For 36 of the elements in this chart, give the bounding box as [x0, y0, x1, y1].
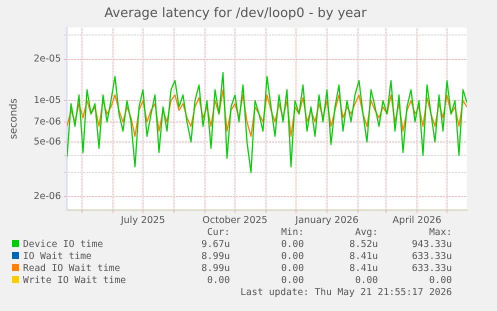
text: 8.99u — [200, 250, 231, 262]
text: 0.00 — [280, 274, 305, 286]
x-tick-label: April 2026 — [392, 215, 442, 226]
y-tick-label: 1e-05 — [34, 95, 61, 106]
text: 633.33u — [410, 250, 453, 262]
text: Avg: — [354, 226, 379, 238]
text: 0.00 — [354, 274, 379, 286]
text: Cur: — [206, 226, 231, 238]
x-tick-label: January 2026 — [294, 215, 359, 226]
text: 0.00 — [280, 250, 305, 262]
text: 9.67u — [200, 238, 231, 250]
text: 633.33u — [410, 262, 453, 274]
text: 0.00 — [280, 262, 305, 274]
text: 8.99u — [200, 262, 231, 274]
text: 0.00 — [428, 274, 453, 286]
x-tick-label: July 2025 — [120, 215, 166, 226]
legend-label: IO Wait time — [22, 250, 93, 262]
text: 943.33u — [410, 238, 453, 250]
y-axis-title: seconds — [8, 98, 20, 140]
text: Last update: Thu May 21 21:55:17 2026 — [239, 286, 453, 298]
text: 8.52u — [348, 238, 379, 250]
legend-label: Write IO Wait time — [22, 274, 127, 286]
text: Max: — [428, 226, 453, 238]
y-tick-label: 7e-06 — [34, 116, 61, 128]
text: 0.00 — [280, 238, 305, 250]
x-tick-label: October 2025 — [202, 215, 268, 226]
text: 0.00 — [206, 274, 231, 286]
legend-label: Read IO Wait time — [22, 262, 122, 274]
text: 8.41u — [348, 250, 379, 262]
text: 8.41u — [348, 262, 379, 274]
y-tick-label: 2e-06 — [34, 191, 61, 202]
y-tick-label: 2e-05 — [34, 54, 61, 65]
legend-label: Device IO time — [22, 238, 104, 250]
chart-title: Average latency for /dev/loop0 - by year — [104, 6, 368, 22]
y-tick-label: 5e-06 — [34, 136, 61, 148]
text: Min: — [280, 226, 305, 238]
